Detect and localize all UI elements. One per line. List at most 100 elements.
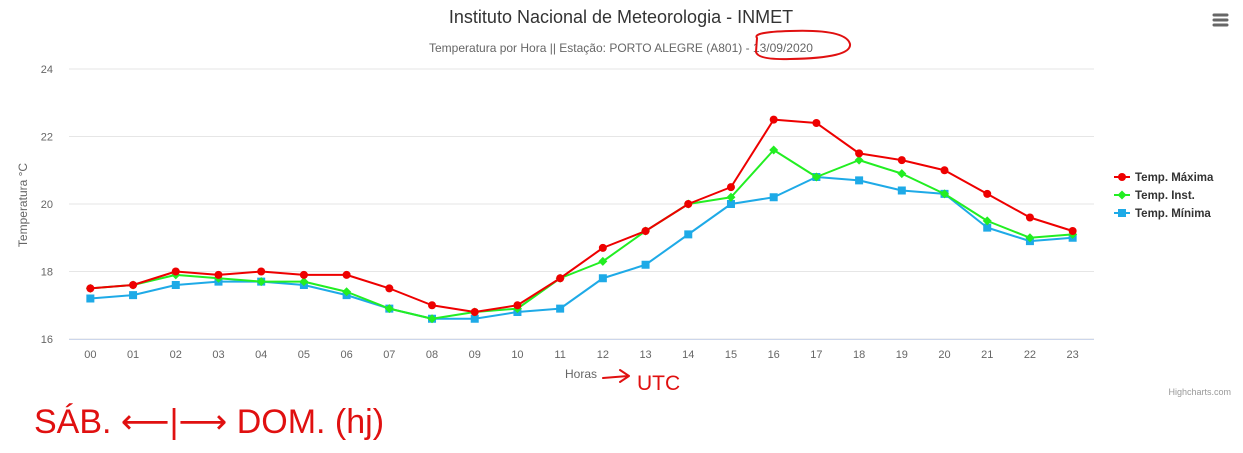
y-tick-label: 20 <box>41 199 53 211</box>
data-point[interactable] <box>897 156 906 165</box>
x-tick-label: 11 <box>554 349 565 361</box>
x-axis-title: Horas <box>565 367 597 381</box>
credits-link[interactable]: Highcharts.com <box>1168 387 1231 397</box>
data-point[interactable] <box>769 115 778 124</box>
legend-item-min[interactable]: Temp. Mínima <box>1114 208 1211 220</box>
y-axis-title: Temperatura °C <box>16 163 30 247</box>
x-tick-label: 04 <box>255 349 267 361</box>
x-tick-label: 12 <box>597 349 609 361</box>
series-line-min <box>90 176 1073 320</box>
x-tick-label: 18 <box>853 349 865 361</box>
data-point[interactable] <box>598 243 607 252</box>
y-axis: 16 18 20 22 24 <box>41 64 53 346</box>
data-point[interactable] <box>684 200 693 208</box>
x-tick-label: 13 <box>639 349 651 361</box>
data-point[interactable] <box>940 189 950 199</box>
data-point[interactable] <box>86 294 95 303</box>
data-point[interactable] <box>171 267 180 276</box>
day-annotation: SÁB. ⟵|⟶ DOM. (hj) <box>34 403 384 441</box>
date-circle-mark <box>755 29 851 61</box>
menu-button[interactable] <box>1205 10 1235 34</box>
data-point[interactable] <box>684 230 693 239</box>
data-point[interactable] <box>855 149 864 158</box>
data-point[interactable] <box>299 270 308 279</box>
data-point[interactable] <box>598 274 607 283</box>
data-point[interactable] <box>342 287 352 297</box>
x-tick-label: 03 <box>212 349 224 361</box>
x-tick-label: 10 <box>511 349 523 361</box>
data-point[interactable] <box>342 270 351 279</box>
x-tick-label: 22 <box>1024 349 1036 361</box>
grid <box>69 68 1094 340</box>
data-point[interactable] <box>470 314 479 323</box>
legend: Temp. Máxima Temp. Inst. Temp. Mínima <box>1114 172 1214 220</box>
series-min <box>86 173 1077 323</box>
data-point[interactable] <box>897 186 906 195</box>
x-tick-label: 19 <box>896 349 908 361</box>
data-point[interactable] <box>769 145 779 155</box>
hamburger-menu-icon <box>1212 13 1229 27</box>
chart-title: Instituto Nacional de Meteorologia - INM… <box>449 7 793 27</box>
data-point[interactable] <box>940 166 949 175</box>
x-tick-label: 09 <box>469 349 481 361</box>
handwritten-annotation <box>602 29 851 383</box>
series-line-inst <box>90 149 1073 320</box>
x-tick-label: 15 <box>725 349 737 361</box>
data-point[interactable] <box>86 284 95 293</box>
legend-item-inst[interactable]: Temp. Inst. <box>1114 190 1195 202</box>
x-tick-label: 20 <box>938 349 950 361</box>
data-point[interactable] <box>129 281 138 289</box>
x-axis: 00 01 02 03 04 05 06 07 08 09 10 11 12 13 14 15 16 17 18 19… <box>69 339 1094 361</box>
data-point[interactable] <box>556 274 565 283</box>
y-tick-label: 18 <box>41 267 53 279</box>
utc-annotation: UTC <box>637 372 680 395</box>
data-point[interactable] <box>129 291 138 300</box>
x-tick-label: 23 <box>1067 349 1079 361</box>
data-point[interactable] <box>598 256 608 266</box>
data-point[interactable] <box>470 308 479 316</box>
x-tick-label: 00 <box>84 349 96 361</box>
data-point[interactable] <box>726 192 736 202</box>
x-tick-label: 08 <box>426 349 438 361</box>
series-max <box>86 115 1077 316</box>
legend-marker[interactable] <box>1118 173 1126 181</box>
data-point[interactable] <box>641 227 650 235</box>
legend-marker[interactable] <box>1117 190 1127 200</box>
series-group <box>85 115 1078 324</box>
data-point[interactable] <box>385 284 394 293</box>
data-point[interactable] <box>427 314 437 324</box>
data-point[interactable] <box>513 301 522 310</box>
data-point[interactable] <box>257 267 266 276</box>
data-point[interactable] <box>556 304 565 313</box>
x-tick-label: 14 <box>682 349 694 361</box>
data-point[interactable] <box>171 281 180 289</box>
data-point[interactable] <box>299 277 309 287</box>
data-point[interactable] <box>256 277 266 287</box>
data-point[interactable] <box>983 189 992 198</box>
data-point[interactable] <box>384 304 394 314</box>
data-point[interactable] <box>1025 233 1035 243</box>
data-point[interactable] <box>726 200 735 208</box>
series-inst <box>85 145 1078 324</box>
data-point[interactable] <box>1068 227 1077 235</box>
legend-item-max[interactable]: Temp. Máxima <box>1114 172 1214 184</box>
data-point[interactable] <box>811 172 821 182</box>
data-point[interactable] <box>428 301 437 310</box>
x-tick-label: 02 <box>170 349 182 361</box>
data-point[interactable] <box>1025 213 1034 222</box>
data-point[interactable] <box>982 216 992 226</box>
data-point[interactable] <box>983 223 992 232</box>
data-point[interactable] <box>812 119 821 127</box>
legend-label: Temp. Inst. <box>1135 190 1195 202</box>
data-point[interactable] <box>769 193 778 202</box>
data-point[interactable] <box>854 155 864 165</box>
legend-marker[interactable] <box>1118 209 1126 217</box>
data-point[interactable] <box>214 270 223 279</box>
data-point[interactable] <box>897 169 907 179</box>
data-point[interactable] <box>855 176 864 185</box>
x-tick-label: 17 <box>810 349 822 361</box>
legend-label: Temp. Máxima <box>1135 172 1214 184</box>
x-tick-label: 01 <box>127 349 139 361</box>
data-point[interactable] <box>726 183 735 192</box>
data-point[interactable] <box>641 260 650 269</box>
